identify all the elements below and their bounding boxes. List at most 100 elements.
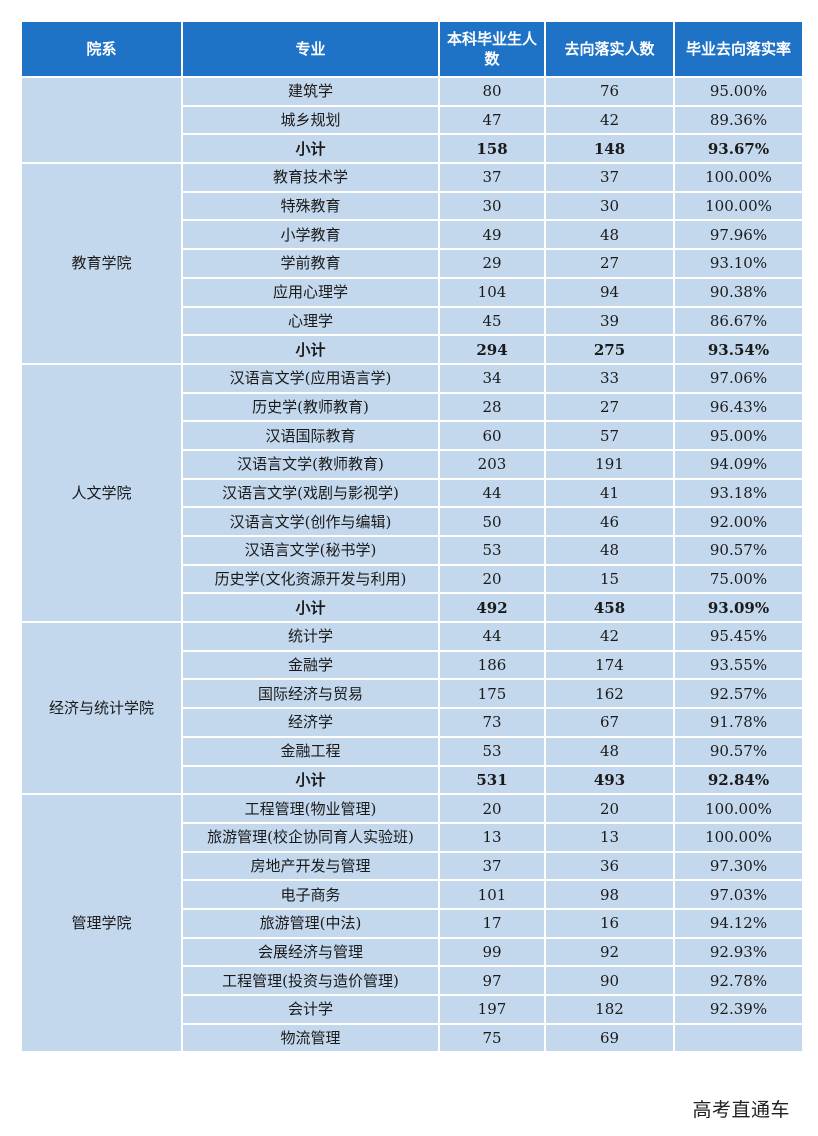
rate-cell: 75.00% xyxy=(673,563,804,595)
table-row: 旅游管理(中法) 17 16 94.12% xyxy=(21,907,804,939)
major-cell: 汉语言文学(创作与编辑) xyxy=(181,506,440,537)
grads-cell: 75 xyxy=(438,1022,546,1054)
placed-cell: 48 xyxy=(544,219,675,251)
grads-cell: 104 xyxy=(438,276,546,308)
placed-cell: 39 xyxy=(544,305,675,337)
placed-cell: 33 xyxy=(544,362,675,394)
grads-cell: 29 xyxy=(438,248,546,279)
rate-cell: 95.00% xyxy=(673,420,804,451)
table-row: 经济学 73 67 91.78% xyxy=(21,707,804,738)
dept-cell: 人文学院 xyxy=(20,362,183,624)
major-cell: 旅游管理(校企协同育人实验班) xyxy=(181,821,440,853)
table-row: 教育学院 教育技术学 37 37 100.00% xyxy=(20,162,804,365)
table-row: 国际经济与贸易 175 162 92.57% xyxy=(21,678,804,710)
grads-cell: 73 xyxy=(438,707,546,738)
rate-cell: 100.00% xyxy=(673,821,804,853)
header-grads: 本科毕业生人数 xyxy=(438,20,546,78)
major-cell: 教育技术学 xyxy=(181,162,440,193)
placed-cell: 27 xyxy=(544,248,675,279)
table-row: 学前教育 29 27 93.10% xyxy=(21,248,804,279)
major-cell: 国际经济与贸易 xyxy=(181,678,440,710)
major-cell: 应用心理学 xyxy=(181,276,440,308)
major-cell: 小学教育 xyxy=(181,219,440,251)
table-row: 汉语言文学(秘书学) 53 48 90.57% xyxy=(21,535,804,566)
dept-cell: 管理学院 xyxy=(20,793,183,1054)
grads-cell: 158 xyxy=(438,133,546,165)
placed-cell: 94 xyxy=(544,276,675,308)
rate-cell: 93.18% xyxy=(673,477,804,509)
rate-cell: 100.00% xyxy=(673,162,804,193)
rate-cell: 93.09% xyxy=(673,592,804,624)
dept-cell: 教育学院 xyxy=(20,162,183,365)
placed-cell: 15 xyxy=(544,563,675,595)
rate-cell: 86.67% xyxy=(673,305,804,337)
table-row: 人文学院 汉语言文学(应用语言学) 34 33 97.06% xyxy=(20,362,804,624)
grads-cell: 294 xyxy=(438,334,546,365)
header-rate: 毕业去向落实率 xyxy=(673,20,804,78)
rate-cell: 92.84% xyxy=(673,764,804,796)
subtotal-row: 小计 492 458 93.09% xyxy=(21,592,804,624)
placed-cell: 48 xyxy=(544,535,675,566)
placed-cell: 37 xyxy=(544,162,675,193)
rate-cell: 92.57% xyxy=(673,678,804,710)
grads-cell: 20 xyxy=(438,793,546,824)
rate-cell: 93.54% xyxy=(673,334,804,365)
table-row: 管理学院 工程管理(物业管理) 20 20 100.00% xyxy=(20,793,804,1054)
major-cell: 会展经济与管理 xyxy=(181,936,440,968)
table-row: 房地产开发与管理 37 36 97.30% xyxy=(21,850,804,882)
table-row: 城乡规划 47 42 89.36% xyxy=(21,104,804,136)
rate-cell: 94.09% xyxy=(673,448,804,480)
table-row: 汉语国际教育 60 57 95.00% xyxy=(21,420,804,451)
table-row: 心理学 45 39 86.67% xyxy=(21,305,804,337)
grads-cell: 175 xyxy=(438,678,546,710)
rate-cell: 93.55% xyxy=(673,649,804,681)
placed-cell: 57 xyxy=(544,420,675,451)
rate-cell: 94.12% xyxy=(673,907,804,939)
rate-cell: 91.78% xyxy=(673,707,804,738)
grads-cell: 186 xyxy=(438,649,546,681)
grads-cell: 50 xyxy=(438,506,546,537)
grads-cell: 28 xyxy=(438,391,546,423)
major-cell: 物流管理 xyxy=(181,1022,440,1054)
rate-cell: 95.45% xyxy=(673,621,804,652)
dept-cell xyxy=(20,75,183,165)
major-cell: 经济学 xyxy=(181,707,440,738)
placed-cell: 41 xyxy=(544,477,675,509)
major-cell: 汉语言文学(教师教育) xyxy=(181,448,440,480)
major-cell: 汉语言文学(戏剧与影视学) xyxy=(181,477,440,509)
grads-cell: 531 xyxy=(438,764,546,796)
header-dept: 院系 xyxy=(20,20,183,78)
placed-cell: 493 xyxy=(544,764,675,796)
rate-cell: 90.57% xyxy=(673,735,804,767)
major-cell: 电子商务 xyxy=(181,879,440,910)
rate-cell: 89.36% xyxy=(673,104,804,136)
grads-cell: 80 xyxy=(438,76,546,107)
major-cell: 小计 xyxy=(181,133,440,165)
watermark: 高考直通车 xyxy=(692,1099,790,1121)
header-row: 院系 专业 本科毕业生人数 去向落实人数 毕业去向落实率 xyxy=(20,20,804,78)
grads-cell: 13 xyxy=(438,821,546,853)
table-row: 汉语言文学(创作与编辑) 50 46 92.00% xyxy=(21,506,804,537)
rate-cell: 90.38% xyxy=(673,276,804,308)
placed-cell: 36 xyxy=(544,850,675,882)
grads-cell: 60 xyxy=(438,420,546,451)
major-cell: 汉语言文学(应用语言学) xyxy=(181,362,440,394)
rate-cell: 97.96% xyxy=(673,219,804,251)
table-row: 会计学 197 182 92.39% xyxy=(21,994,804,1025)
table-row: 历史学(文化资源开发与利用) 20 15 75.00% xyxy=(21,563,804,595)
table-row: 汉语言文学(戏剧与影视学) 44 41 93.18% xyxy=(21,477,804,509)
subtotal-row: 小计 294 275 93.54% xyxy=(21,334,804,365)
major-cell: 旅游管理(中法) xyxy=(181,907,440,939)
placed-cell: 458 xyxy=(544,592,675,624)
grads-cell: 47 xyxy=(438,104,546,136)
grads-cell: 34 xyxy=(438,362,546,394)
table-row: 金融学 186 174 93.55% xyxy=(21,649,804,681)
major-cell: 小计 xyxy=(181,592,440,624)
grads-cell: 37 xyxy=(438,850,546,882)
major-cell: 会计学 xyxy=(181,994,440,1025)
table-row: 经济与统计学院 统计学 44 42 95.45% xyxy=(20,621,804,796)
subtotal-row: 小计 158 148 93.67% xyxy=(21,133,804,165)
grads-cell: 53 xyxy=(438,735,546,767)
table-row: 会展经济与管理 99 92 92.93% xyxy=(21,936,804,968)
grads-cell: 44 xyxy=(438,621,546,652)
